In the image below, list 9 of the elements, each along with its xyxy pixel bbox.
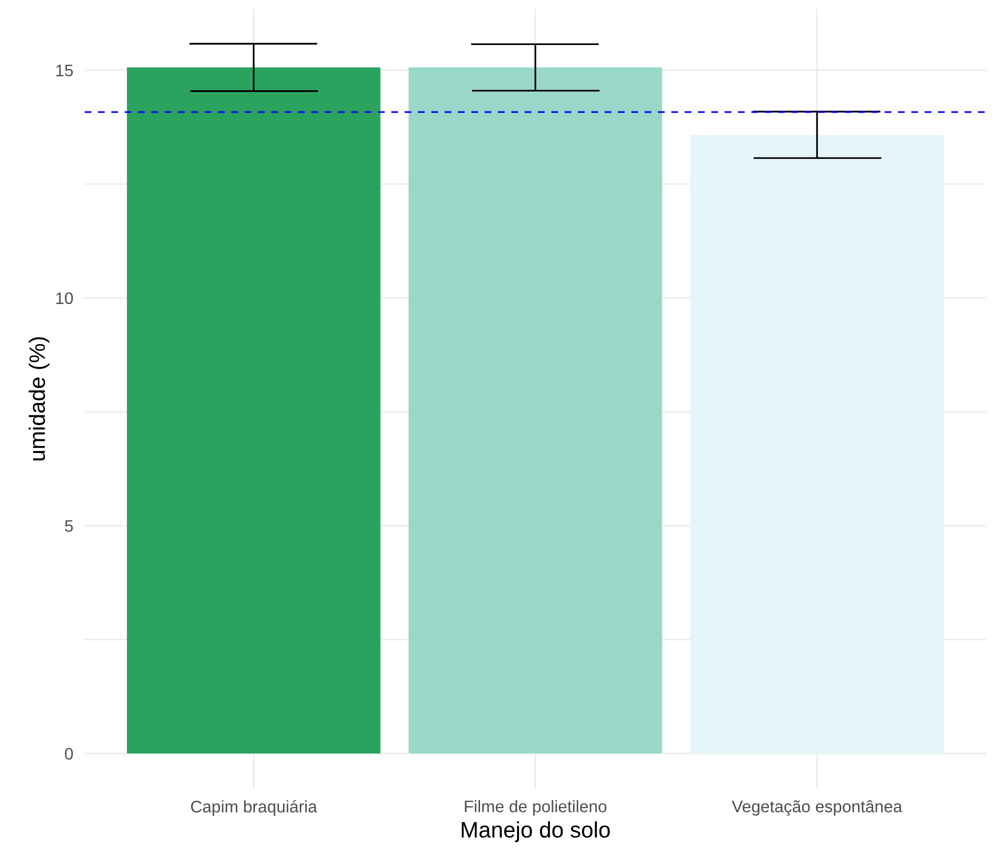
y-tick-label: 10 bbox=[56, 292, 73, 304]
x-axis-title: Manejo do solo bbox=[462, 821, 610, 842]
y-tick-label: 0 bbox=[64, 748, 73, 760]
x-tick-label: Vegetação espontânea bbox=[732, 800, 902, 816]
x-tick-label: Capim braquiária bbox=[191, 800, 318, 816]
y-tick-label: 5 bbox=[64, 520, 73, 532]
y-tick-label: 15 bbox=[56, 64, 73, 76]
y-axis-title: umidade (%) bbox=[28, 337, 50, 460]
x-tick-label: Filme de polietileno bbox=[464, 800, 606, 816]
